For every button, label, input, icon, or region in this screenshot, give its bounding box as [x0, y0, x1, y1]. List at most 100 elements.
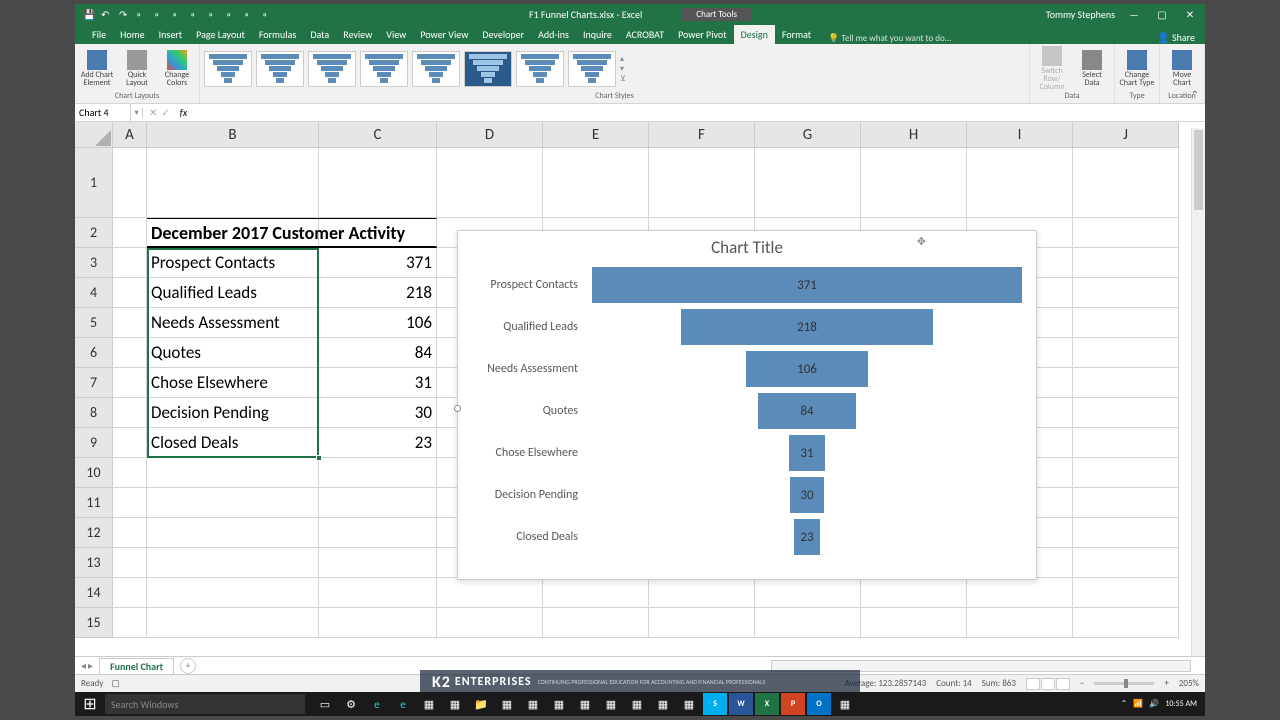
sheet-nav-next[interactable]: ▸ [88, 659, 93, 672]
cell-B10[interactable] [147, 458, 319, 488]
cell-B2[interactable]: December 2017 Customer Activity [147, 218, 437, 248]
funnel-bar[interactable]: 371 [592, 267, 1022, 303]
taskbar-search[interactable]: Search Windows [105, 694, 305, 714]
cell-A5[interactable] [113, 308, 147, 338]
chart-styles-more[interactable]: ▴▾⊻ [620, 54, 634, 84]
minimize-button[interactable]: — [1125, 8, 1143, 21]
cell-B11[interactable] [147, 488, 319, 518]
name-box[interactable]: Chart 4 [75, 104, 131, 121]
cell-B8[interactable]: Decision Pending [147, 398, 319, 428]
cell-A3[interactable] [113, 248, 147, 278]
select-data-button[interactable]: Select Data [1074, 50, 1110, 87]
chart-style-8[interactable] [568, 51, 616, 87]
tab-inquire[interactable]: Inquire [576, 25, 619, 44]
cell-C3[interactable]: 371 [319, 248, 437, 278]
row-header-9[interactable]: 9 [75, 428, 113, 458]
row-header-11[interactable]: 11 [75, 488, 113, 518]
zoom-slider[interactable] [1094, 682, 1154, 685]
cell-I14[interactable] [967, 578, 1073, 608]
cell-A4[interactable] [113, 278, 147, 308]
cell-J15[interactable] [1073, 608, 1179, 638]
cell-J8[interactable] [1073, 398, 1179, 428]
vertical-scrollbar[interactable] [1191, 128, 1205, 656]
qat-icon[interactable]: ▫ [155, 8, 167, 20]
cell-D14[interactable] [437, 578, 543, 608]
tab-acrobat[interactable]: ACROBAT [619, 25, 671, 44]
app-icon[interactable]: ▦ [547, 693, 571, 715]
share-button[interactable]: 👤 Share [1157, 31, 1195, 44]
row-header-8[interactable]: 8 [75, 398, 113, 428]
cell-J2[interactable] [1073, 218, 1179, 248]
column-header-B[interactable]: B [147, 122, 319, 148]
chart-style-5[interactable] [412, 51, 460, 87]
cell-A1[interactable] [113, 148, 147, 218]
tab-data[interactable]: Data [303, 25, 336, 44]
cell-B5[interactable]: Needs Assessment [147, 308, 319, 338]
row-header-6[interactable]: 6 [75, 338, 113, 368]
qat-icon[interactable]: ▫ [245, 8, 257, 20]
save-icon[interactable]: 💾 [83, 8, 95, 20]
tab-insert[interactable]: Insert [152, 25, 190, 44]
cell-C1[interactable] [319, 148, 437, 218]
funnel-bar[interactable]: 84 [758, 393, 855, 429]
funnel-bar[interactable]: 31 [789, 435, 825, 471]
normal-view-button[interactable] [1026, 678, 1040, 690]
tray-time[interactable]: 10:55 AM [1165, 699, 1197, 709]
column-header-H[interactable]: H [861, 122, 967, 148]
undo-icon[interactable]: ↶ [101, 8, 113, 20]
edge-icon[interactable]: e [365, 693, 389, 715]
cell-F1[interactable] [649, 148, 755, 218]
cell-F15[interactable] [649, 608, 755, 638]
add-chart-element-button[interactable]: Add Chart Element [79, 50, 115, 87]
cell-A12[interactable] [113, 518, 147, 548]
app-icon[interactable]: ▦ [833, 693, 857, 715]
cell-A6[interactable] [113, 338, 147, 368]
task-view-icon[interactable]: ▭ [313, 693, 337, 715]
cell-I1[interactable] [967, 148, 1073, 218]
app-icon[interactable]: ▦ [443, 693, 467, 715]
cell-B14[interactable] [147, 578, 319, 608]
cell-C5[interactable]: 106 [319, 308, 437, 338]
spreadsheet-grid[interactable]: ABCDEFGHIJ 123456789101112131415 Decembe… [75, 122, 1205, 656]
row-header-13[interactable]: 13 [75, 548, 113, 578]
cell-G14[interactable] [755, 578, 861, 608]
tab-design[interactable]: Design [734, 25, 775, 44]
cell-J11[interactable] [1073, 488, 1179, 518]
cell-F14[interactable] [649, 578, 755, 608]
cell-J10[interactable] [1073, 458, 1179, 488]
tab-add-ins[interactable]: Add-ins [531, 25, 576, 44]
funnel-bar[interactable]: 23 [794, 519, 821, 555]
chart-title[interactable]: Chart Title [458, 231, 1036, 260]
cell-J7[interactable] [1073, 368, 1179, 398]
cell-C7[interactable]: 31 [319, 368, 437, 398]
app-icon[interactable]: ▦ [495, 693, 519, 715]
cell-A13[interactable] [113, 548, 147, 578]
column-header-E[interactable]: E [543, 122, 649, 148]
tray-network-icon[interactable]: 📶 [1133, 699, 1143, 709]
skype-icon[interactable]: S [703, 693, 727, 715]
cell-C12[interactable] [319, 518, 437, 548]
collapse-ribbon-icon[interactable]: ⌃ [1191, 88, 1199, 101]
qat-icon[interactable]: ▫ [173, 8, 185, 20]
cell-B9[interactable]: Closed Deals [147, 428, 319, 458]
cell-J13[interactable] [1073, 548, 1179, 578]
chart-style-1[interactable] [204, 51, 252, 87]
cell-A14[interactable] [113, 578, 147, 608]
tray-volume-icon[interactable]: 🔊 [1149, 699, 1159, 709]
cell-B7[interactable]: Chose Elsewhere [147, 368, 319, 398]
row-header-15[interactable]: 15 [75, 608, 113, 638]
row-header-5[interactable]: 5 [75, 308, 113, 338]
cell-H1[interactable] [861, 148, 967, 218]
cell-B1[interactable] [147, 148, 319, 218]
change-colors-button[interactable]: Change Colors [159, 50, 195, 87]
cell-I15[interactable] [967, 608, 1073, 638]
tab-file[interactable]: File [85, 25, 113, 44]
maximize-button[interactable]: ▢ [1153, 8, 1171, 21]
sheet-tab-funnel-chart[interactable]: Funnel Chart [99, 658, 174, 674]
cell-A9[interactable] [113, 428, 147, 458]
row-header-10[interactable]: 10 [75, 458, 113, 488]
chart-style-6[interactable] [464, 51, 512, 87]
tab-format[interactable]: Format [775, 25, 818, 44]
row-header-4[interactable]: 4 [75, 278, 113, 308]
app-icon[interactable]: ▦ [417, 693, 441, 715]
